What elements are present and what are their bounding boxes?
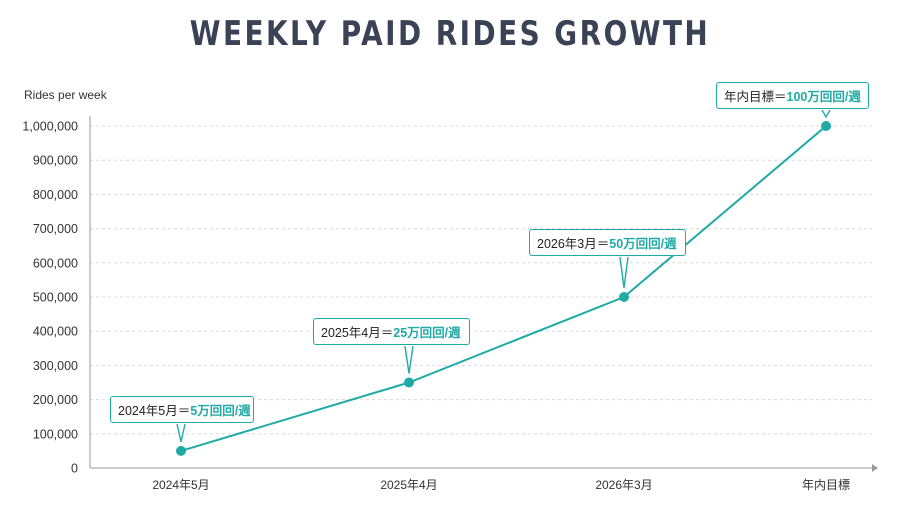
annotation-prefix: 年内目標＝: [724, 90, 787, 104]
axes: [89, 116, 878, 472]
grid-lines: [90, 125, 872, 435]
annotation-callout: 年内目標＝100万回回/週: [716, 82, 869, 109]
annotation-value: 50万回回/週: [609, 237, 677, 251]
data-point: [821, 121, 831, 131]
y-tick-label: 200,000: [33, 393, 78, 407]
y-tick-label: 800,000: [33, 188, 78, 202]
x-tick-label: 2024年5月: [152, 478, 209, 492]
x-tick-labels: 2024年5月 2025年4月 2026年3月 年内目標: [152, 478, 850, 492]
y-tick-label: 300,000: [33, 359, 78, 373]
x-tick-label: 年内目標: [802, 478, 850, 492]
chart-title: WEEKLY PAID RIDES GROWTH: [189, 14, 711, 54]
y-tick-label: 400,000: [33, 325, 78, 339]
y-tick-label: 600,000: [33, 256, 78, 270]
y-tick-label: 1,000,000: [22, 120, 78, 134]
annotation-value: 100万回回/週: [786, 90, 861, 104]
y-tick-labels: 0 100,000 200,000 300,000 400,000 500,000 600,…: [22, 120, 78, 476]
y-tick-label: 500,000: [33, 291, 78, 305]
data-point: [619, 292, 629, 302]
y-tick-label: 0: [71, 462, 78, 476]
x-tick-label: 2025年4月: [380, 478, 437, 492]
callout-tail: [404, 345, 414, 374]
callout-tails: [176, 109, 831, 443]
y-tick-label: 900,000: [33, 154, 78, 168]
data-point: [404, 377, 414, 388]
annotation-value: 5万回回/週: [190, 404, 251, 418]
x-tick-label: 2026年3月: [595, 478, 652, 492]
y-tick-label: 700,000: [33, 222, 78, 236]
y-tick-label: 100,000: [33, 427, 78, 441]
annotation-prefix: 2025年4月＝: [321, 326, 394, 340]
y-axis-label: Rides per week: [24, 88, 107, 102]
x-axis-arrow: [872, 464, 878, 472]
data-series: [176, 121, 831, 456]
annotation-callout: 2026年3月＝50万回回/週: [529, 229, 686, 256]
annotation-prefix: 2024年5月＝: [118, 404, 191, 418]
annotation-callout: 2024年5月＝5万回回/週: [110, 396, 254, 423]
callout-tail: [176, 423, 186, 443]
series-line: [180, 125, 827, 452]
annotation-prefix: 2026年3月＝: [537, 237, 610, 251]
callout-tail: [821, 109, 831, 119]
data-point: [176, 445, 186, 456]
callout-tail: [619, 256, 629, 289]
annotation-callout: 2025年4月＝25万回回/週: [313, 318, 470, 345]
annotation-value: 25万回回/週: [393, 326, 461, 340]
